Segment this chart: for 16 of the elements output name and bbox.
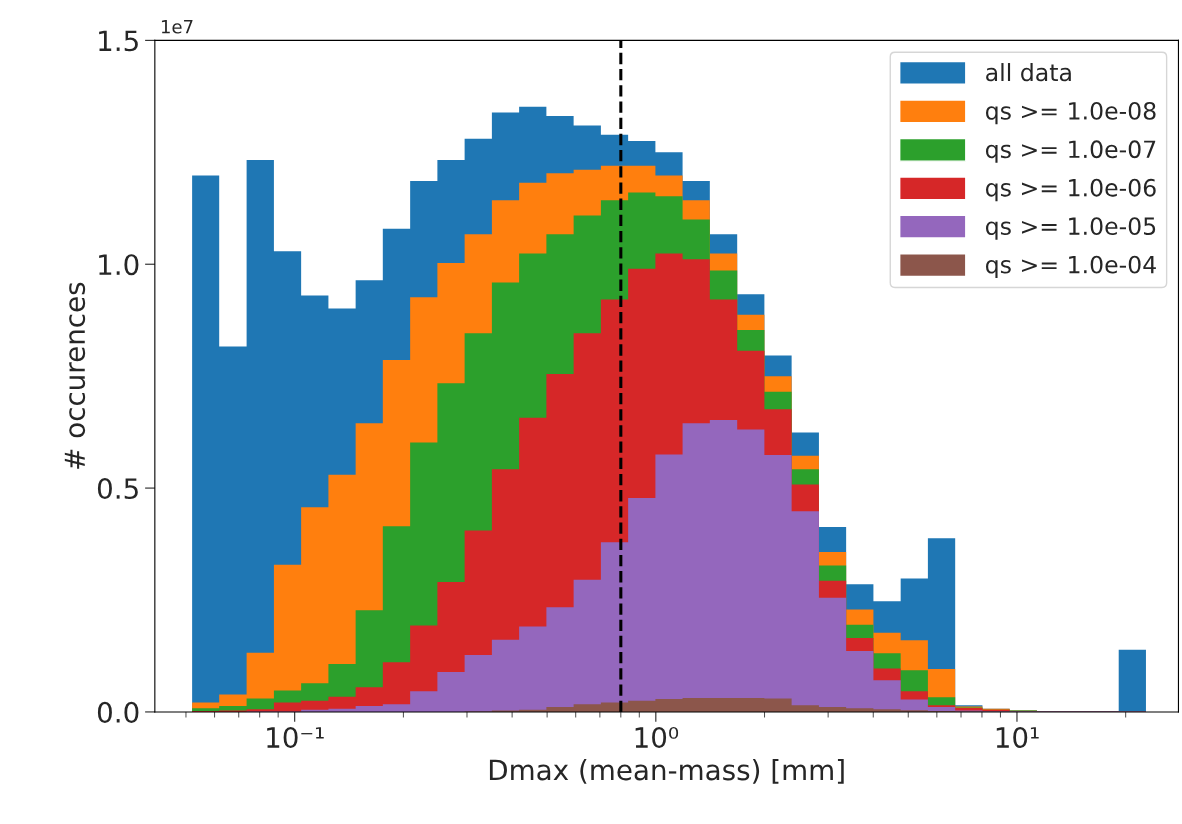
y-tick-label: 0.0	[97, 701, 139, 723]
legend-label: all data	[986, 63, 1071, 82]
text: 1e7	[161, 20, 193, 34]
x-tick-label: 10⁰	[635, 727, 679, 749]
legend-label: qs >= 1.0e-04	[986, 255, 1156, 279]
legend-label: qs >= 1.0e-06	[986, 178, 1156, 202]
x-axis-title: Dmax (mean-mass) [mm]	[489, 758, 844, 784]
legend-label: qs >= 1.0e-05	[986, 217, 1156, 240]
legend-label: qs >= 1.0e-07	[986, 140, 1156, 163]
y-tick-label: 1.0	[99, 254, 139, 276]
y-axis-title: # occurences	[64, 282, 86, 469]
x-tick-label: 10¹	[996, 727, 1039, 749]
y-tick-label: 1.5	[99, 30, 138, 52]
x-tick-label: 10⁻¹	[267, 727, 324, 749]
legend-label: qs >= 1.0e-08	[986, 101, 1156, 125]
y-tick-label: 0.5	[97, 478, 138, 500]
